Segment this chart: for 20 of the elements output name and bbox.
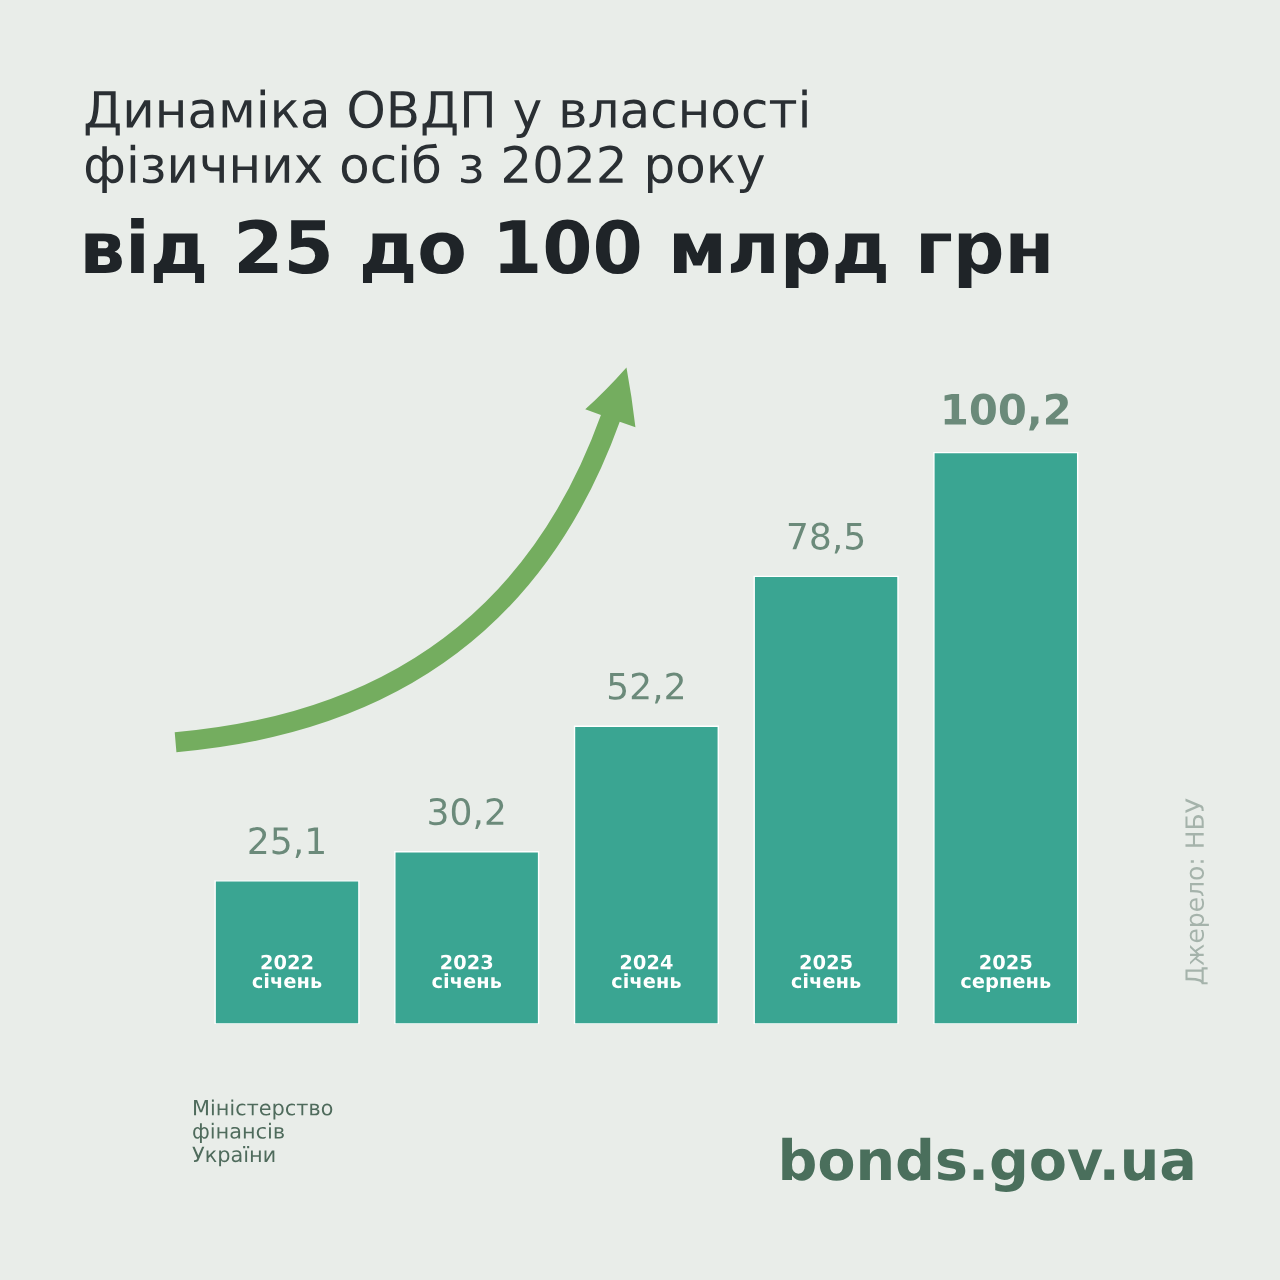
x-tick-label: 2022 січень — [252, 954, 322, 989]
x-tick-label: 2024 січень — [612, 954, 681, 989]
data-label: 52,2 — [608, 672, 683, 704]
data-label: 25,1 — [249, 827, 324, 859]
x-tick-label: 2025 січень — [791, 954, 861, 989]
chart-subtitle: від 25 до 100 млрд грн — [85, 218, 1049, 288]
text: Міністерство фінансів України — [192, 1099, 333, 1167]
x-tick-label: 2025 серпень — [961, 954, 1051, 992]
data-label: 100,2 — [944, 393, 1069, 431]
data-label: 78,5 — [788, 522, 864, 554]
bar — [573, 725, 719, 1024]
text: bonds.gov.ua — [782, 1137, 1193, 1192]
x-tick-label: 2023 січень — [432, 954, 502, 989]
bar — [214, 880, 360, 1024]
bar — [394, 851, 540, 1024]
text: Джерело: НБУ — [1185, 798, 1209, 985]
data-label: 30,2 — [429, 798, 504, 830]
bar — [753, 575, 899, 1024]
chart-title: Динаміка ОВДП у власності фізичних осіб з 2022 року — [85, 89, 807, 194]
bar — [933, 451, 1079, 1024]
